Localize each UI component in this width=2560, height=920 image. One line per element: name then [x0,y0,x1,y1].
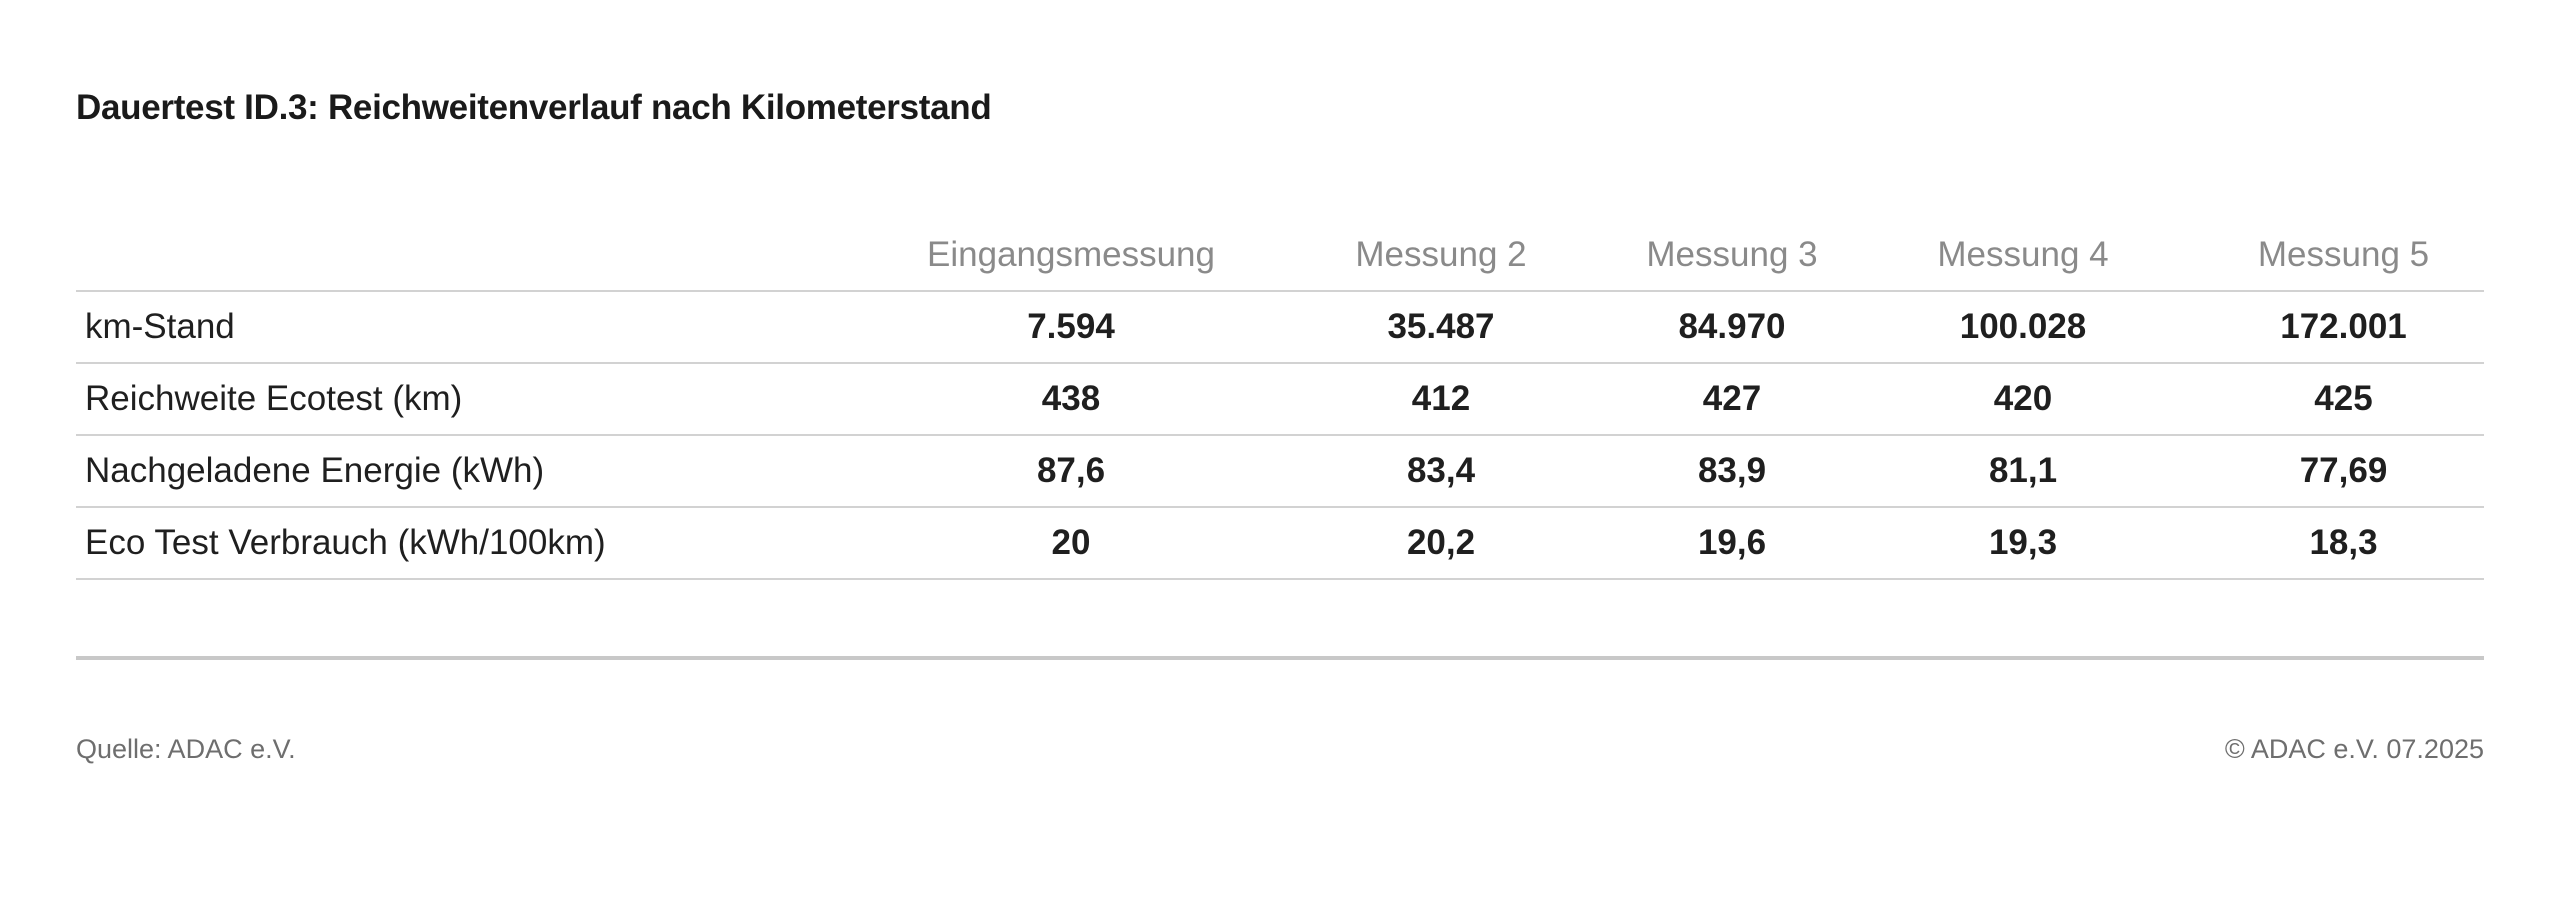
table-row: km-Stand 7.594 35.487 84.970 100.028 172… [76,291,2484,364]
column-header: Eingangsmessung [881,220,1261,292]
table-cell: 100.028 [1843,291,2203,364]
table-cell: 7.594 [881,291,1261,364]
table-cell: 84.970 [1621,291,1843,364]
column-header: Messung 3 [1621,220,1843,292]
table-cell: 20 [881,507,1261,580]
column-header: Messung 2 [1261,220,1621,292]
row-label: Eco Test Verbrauch (kWh/100km) [76,507,881,580]
table-cell: 18,3 [2203,507,2484,580]
table-cell: 20,2 [1261,507,1621,580]
table-cell: 172.001 [2203,291,2484,364]
table-header-row: Eingangsmessung Messung 2 Messung 3 Mess… [76,220,2484,292]
table-cell: 19,6 [1621,507,1843,580]
table-cell: 19,3 [1843,507,2203,580]
table-row: Reichweite Ecotest (km) 438 412 427 420 … [76,363,2484,436]
table-cell: 81,1 [1843,435,2203,508]
column-header: Messung 5 [2203,220,2484,292]
table-cell: 438 [881,363,1261,436]
row-label: Nachgeladene Energie (kWh) [76,435,881,508]
column-header-empty [76,220,881,292]
table-cell: 425 [2203,363,2484,436]
table-cell: 420 [1843,363,2203,436]
row-label: km-Stand [76,291,881,364]
copyright-note: © ADAC e.V. 07.2025 [2224,734,2484,764]
table-cell: 83,9 [1621,435,1843,508]
data-table-container: Eingangsmessung Messung 2 Messung 3 Mess… [76,220,2484,580]
column-header: Messung 4 [1843,220,2203,292]
table-cell: 77,69 [2203,435,2484,508]
table-row: Nachgeladene Energie (kWh) 87,6 83,4 83,… [76,435,2484,508]
row-label: Reichweite Ecotest (km) [76,363,881,436]
table-cell: 35.487 [1261,291,1621,364]
source-note: Quelle: ADAC e.V. [76,734,296,764]
footer-divider [76,656,2484,660]
chart-title: Dauertest ID.3: Reichweitenverlauf nach … [76,88,992,127]
data-table: Eingangsmessung Messung 2 Messung 3 Mess… [76,220,2484,580]
table-row: Eco Test Verbrauch (kWh/100km) 20 20,2 1… [76,507,2484,580]
table-cell: 427 [1621,363,1843,436]
table-cell: 87,6 [881,435,1261,508]
table-cell: 83,4 [1261,435,1621,508]
table-cell: 412 [1261,363,1621,436]
